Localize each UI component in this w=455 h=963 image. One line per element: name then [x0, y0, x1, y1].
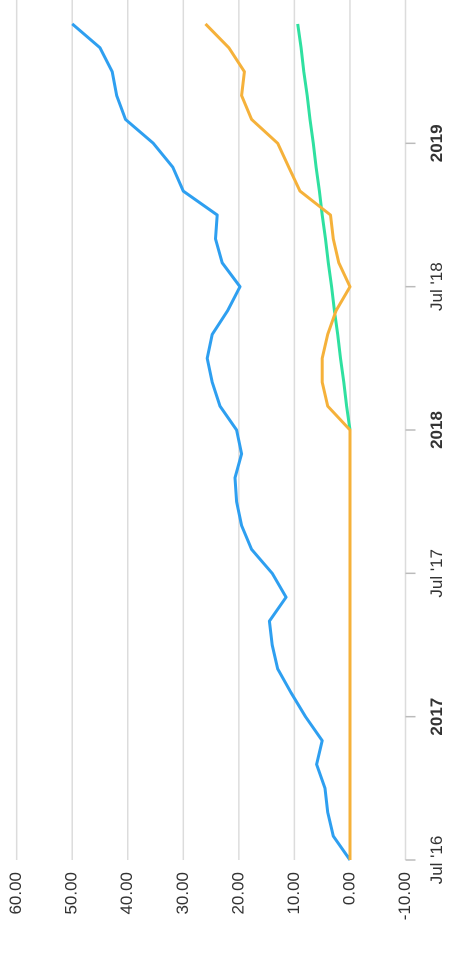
value-tick-label: 60.00 — [6, 872, 25, 915]
value-tick-label: 40.00 — [117, 872, 136, 915]
value-tick-label: 50.00 — [62, 872, 81, 915]
time-tick-label: 2018 — [427, 411, 446, 449]
time-tick-label: Jul '17 — [427, 549, 446, 598]
time-tick-label: Jul '16 — [427, 836, 446, 885]
series-line — [71, 22, 352, 861]
value-tick-label: 0.00 — [339, 872, 358, 905]
value-tick-label: 30.00 — [173, 872, 192, 915]
series-line — [296, 23, 352, 860]
series-line — [204, 22, 352, 860]
value-tick-label: -10.00 — [395, 872, 414, 920]
time-tick-label: 2017 — [427, 698, 446, 736]
time-tick-label: 2019 — [427, 124, 446, 162]
value-tick-label: 10.00 — [284, 872, 303, 915]
time-tick-label: Jul '18 — [427, 262, 446, 311]
value-tick-label: 20.00 — [228, 872, 247, 915]
